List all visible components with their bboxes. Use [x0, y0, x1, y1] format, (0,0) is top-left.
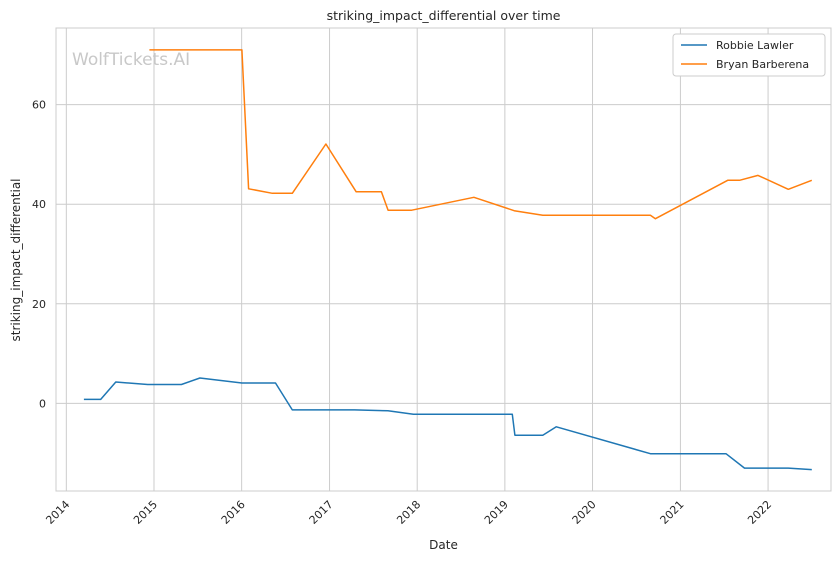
series-layer — [83, 49, 813, 471]
x-tick-label-2017: 2017 — [307, 498, 336, 527]
grid-lines — [56, 28, 831, 491]
series-line-robbie-lawler — [83, 377, 812, 471]
x-tick-label-2020: 2020 — [570, 498, 599, 527]
y-tick-label-60: 60 — [32, 99, 46, 112]
x-tick-label-2022: 2022 — [745, 498, 774, 527]
x-tick-label-2019: 2019 — [482, 498, 511, 527]
x-tick-labels: 2014 2015 2016 2017 2018 2019 2020 2021 2022 — [43, 498, 774, 527]
y-tick-labels: 0 20 40 60 — [32, 99, 46, 411]
legend: Robbie Lawler Bryan Barberena — [672, 33, 826, 77]
y-tick-label-40: 40 — [32, 198, 46, 211]
legend-label-bryan-barberena: Bryan Barberena — [716, 58, 809, 71]
watermark: WolfTickets.AI — [72, 50, 190, 70]
x-tick-label-2016: 2016 — [219, 498, 248, 527]
x-tick-label-2021: 2021 — [658, 498, 687, 527]
legend-label-robbie-lawler: Robbie Lawler — [716, 39, 794, 52]
x-tick-label-2014: 2014 — [43, 498, 72, 527]
x-tick-label-2015: 2015 — [131, 498, 160, 527]
x-tick-label-2018: 2018 — [394, 498, 423, 527]
y-tick-label-20: 20 — [32, 298, 46, 311]
y-tick-label-0: 0 — [39, 397, 46, 410]
x-axis-label: Date — [429, 538, 458, 552]
plot-area — [55, 27, 832, 492]
y-axis-label: striking_impact_differential — [9, 178, 23, 341]
series-line-bryan-barberena — [149, 49, 813, 220]
chart-title: striking_impact_differential over time — [327, 8, 561, 23]
legend-box — [672, 33, 826, 77]
